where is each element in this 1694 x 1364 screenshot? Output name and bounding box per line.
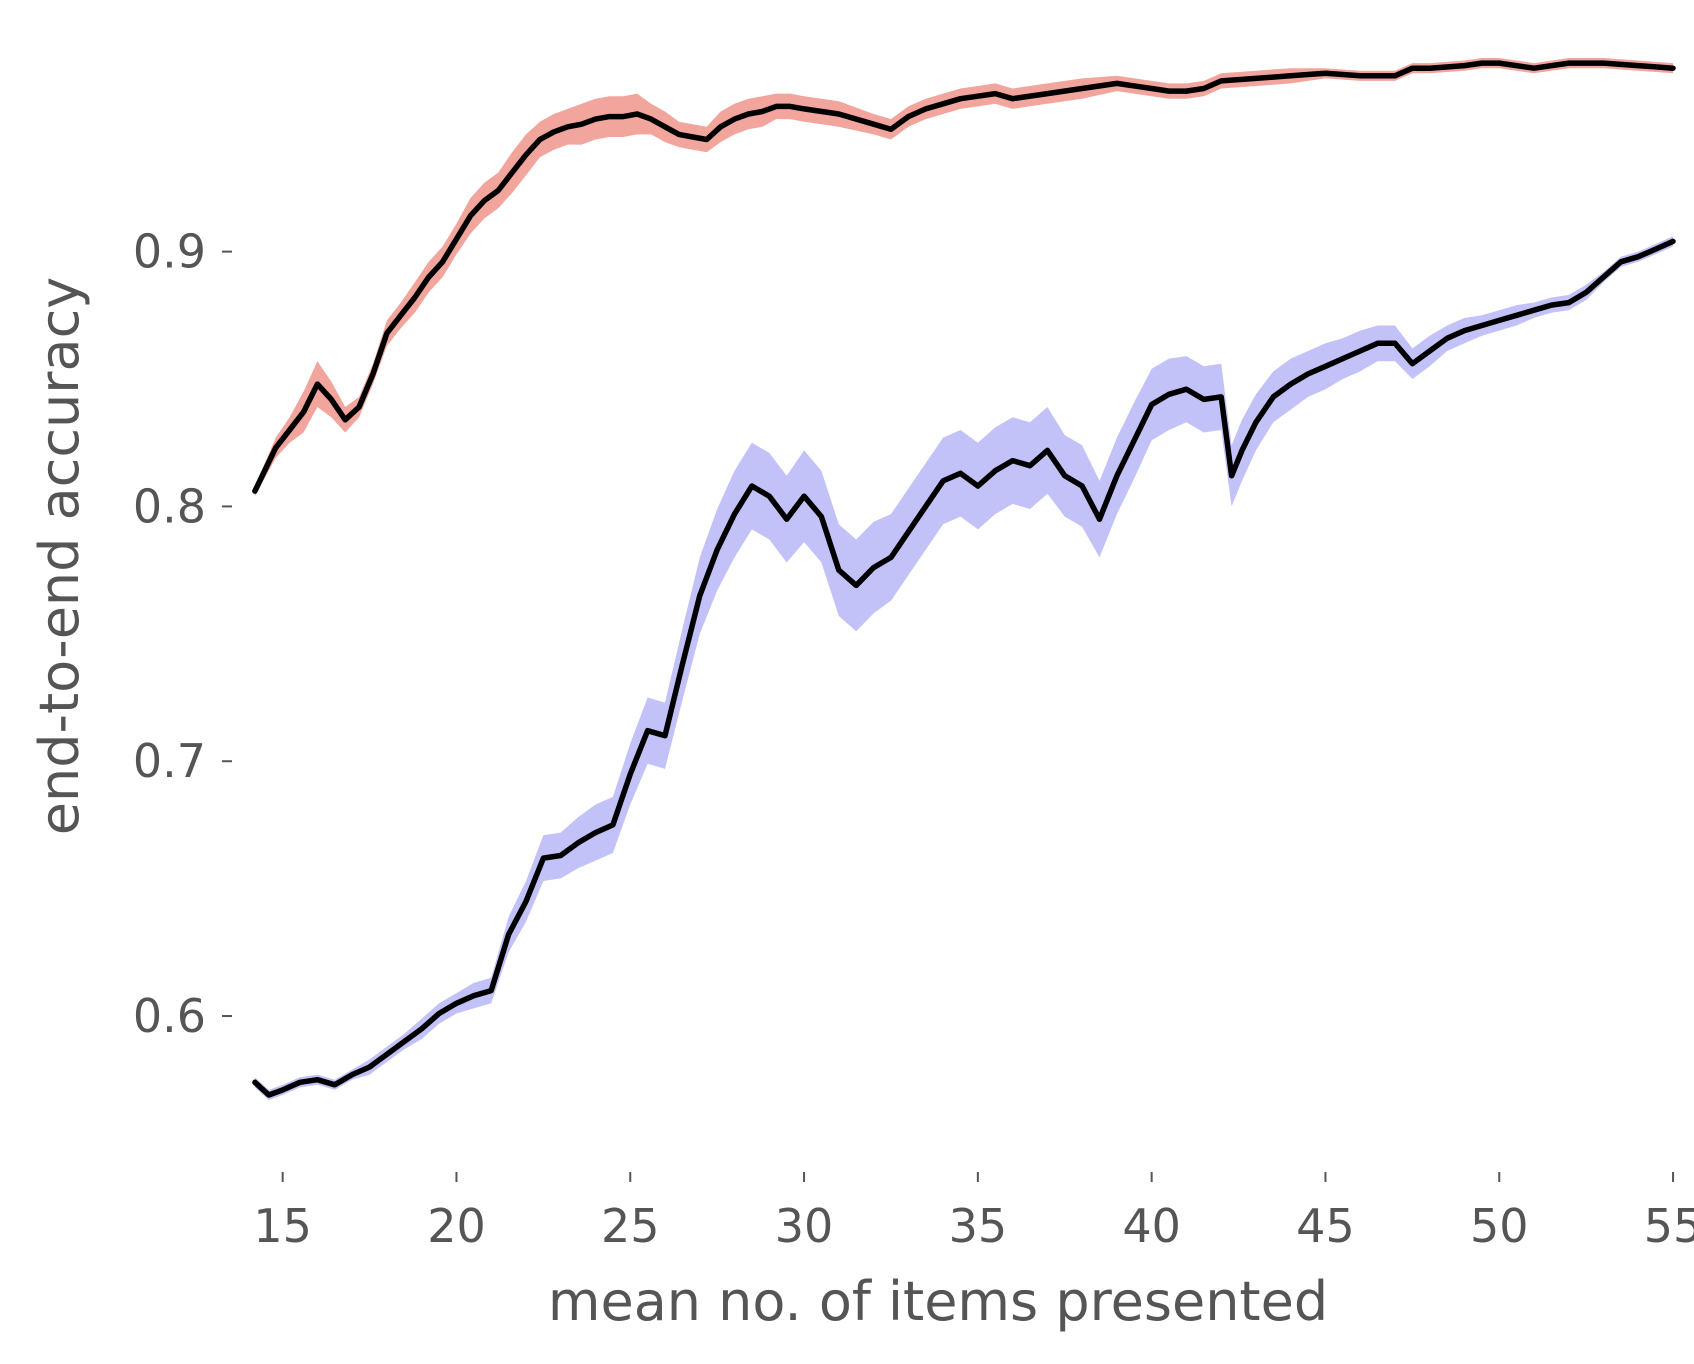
x-tick-label: 55 (1644, 1199, 1694, 1253)
y-tick-label: 0.8 (133, 479, 206, 533)
series-lines (252, 60, 1676, 1098)
x-axis-label: mean no. of items presented (548, 1270, 1328, 1333)
x-tick-label: 15 (253, 1199, 312, 1253)
x-tick-label: 35 (949, 1199, 1008, 1253)
confidence-band-2 (254, 236, 1673, 1101)
x-axis: 15 20 25 30 35 40 45 50 55 (253, 1172, 1694, 1253)
y-tick-label: 0.9 (133, 225, 206, 279)
x-tick-label: 20 (427, 1199, 486, 1253)
y-axis-label: end-to-end accuracy (28, 277, 91, 835)
confidence-band-1 (254, 58, 1673, 497)
y-tick-label: 0.7 (133, 734, 206, 788)
x-tick-label: 50 (1470, 1199, 1529, 1253)
x-tick-label: 40 (1122, 1199, 1181, 1253)
x-tick-label: 25 (601, 1199, 660, 1253)
y-axis: 0.6 0.7 0.8 0.9 (133, 225, 232, 1043)
x-tick-label: 30 (775, 1199, 834, 1253)
x-tick-label: 45 (1296, 1199, 1355, 1253)
series-line-2 (252, 238, 1676, 1098)
y-tick-label: 0.6 (133, 989, 206, 1043)
confidence-bands (254, 58, 1673, 1101)
series-line-1 (252, 60, 1676, 494)
